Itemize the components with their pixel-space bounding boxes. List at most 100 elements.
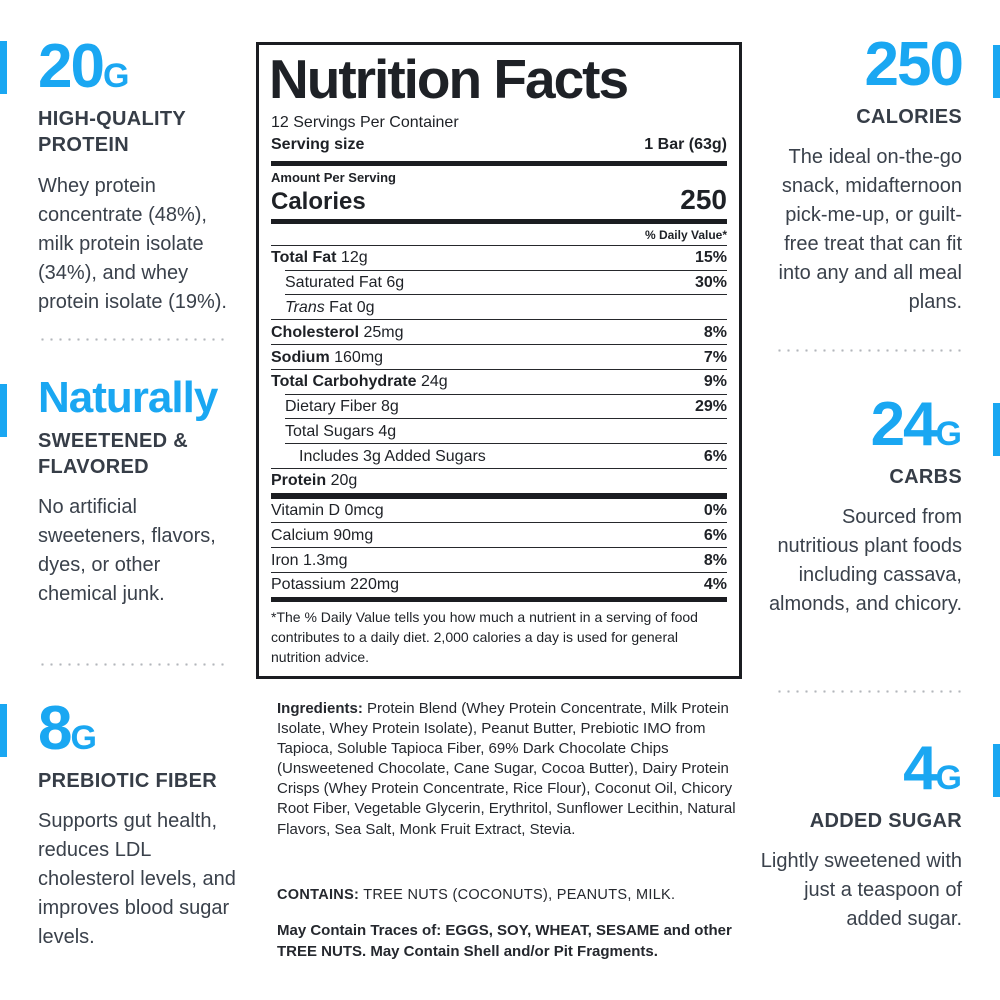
dotted-divider <box>38 663 225 666</box>
nutrient-name: Protein 20g <box>271 472 358 490</box>
callout-added-sugar: 4G ADDED SUGAR Lightly sweetened with ju… <box>758 738 962 934</box>
carbs-unit: G <box>935 415 962 453</box>
callout-carbs: 24G CARBS Sourced from nutritious plant … <box>758 394 962 619</box>
thick-rule <box>271 218 727 224</box>
nutrient-daily-value: 9% <box>703 373 727 391</box>
nutrient-name: Total Sugars 4g <box>285 422 397 440</box>
nutrient-name: Calcium 90mg <box>271 526 374 544</box>
nutrition-row: Total Carbohydrate 24g 9% <box>271 368 727 394</box>
contains-text: TREE NUTS (COCONUTS), PEANUTS, MILK. <box>359 886 676 903</box>
daily-value-footnote: *The % Daily Value tells you how much a … <box>271 608 698 666</box>
accent-bar-right-calories <box>993 45 1000 98</box>
nutrition-row: Total Fat 12g 15% <box>271 244 727 270</box>
nutrient-daily-value: 7% <box>703 348 727 366</box>
calories-number: 250 <box>864 30 964 99</box>
nutrient-name: Total Fat 12g <box>271 249 368 267</box>
ingredients-paragraph: Ingredients: Protein Blend (Whey Protein… <box>277 699 743 840</box>
nutrient-daily-value: 30% <box>694 274 727 292</box>
added-sugar-unit: G <box>935 759 962 797</box>
protein-grams: 20G <box>38 32 130 101</box>
nutrition-row: Dietary Fiber 8g 29% <box>285 393 727 419</box>
ingredients-lead: Ingredients: <box>277 700 363 717</box>
serving-size-row: Serving size 1 Bar (63g) <box>271 135 727 160</box>
nutrition-row: Total Sugars 4g <box>285 418 727 443</box>
naturally-word: Naturally <box>38 373 218 422</box>
amount-per-serving: Amount Per Serving <box>271 169 396 185</box>
callout-naturally: Naturally SWEETENED & FLAVORED No artifi… <box>38 374 240 609</box>
nutrition-facts-label: Nutrition Facts 12 Servings Per Containe… <box>256 42 742 679</box>
nutrient-name: Sodium 160mg <box>271 348 384 366</box>
accent-bar-right-carbs <box>993 403 1000 456</box>
thick-rule <box>271 160 727 166</box>
nutrition-row: Cholesterol 25mg 8% <box>271 319 727 344</box>
added-sugar-grams: 4G <box>903 734 962 803</box>
thick-rule <box>271 596 727 602</box>
nutrient-daily-value: 6% <box>703 526 727 544</box>
naturally-body: No artificial sweeteners, flavors, dyes,… <box>38 496 216 606</box>
nutrient-name: Iron 1.3mg <box>271 551 348 569</box>
calories-body: The ideal on-the-go snack, midafternoon … <box>778 146 962 314</box>
nutrient-name: Saturated Fat 6g <box>285 274 405 292</box>
accent-bar-left-naturally <box>0 384 7 437</box>
vitamin-rows: Vitamin D 0mcg 0% Calcium 90mg 6% Iron 1.3mg… <box>271 499 727 597</box>
nutrient-rows: Total Fat 12g 15% Saturated Fat 6g 30% Trans… <box>271 244 727 493</box>
calories-heading: CALORIES <box>856 106 962 128</box>
calories-row: Calories 250 <box>271 183 727 215</box>
servings-per-container: 12 Servings Per Container <box>271 114 459 132</box>
nutrient-name: Vitamin D 0mcg <box>271 502 384 520</box>
serving-size-value: 1 Bar (63g) <box>644 136 727 154</box>
callout-fiber: 8G PREBIOTIC FIBER Supports gut health, … <box>38 698 240 952</box>
nutrient-daily-value: 4% <box>703 576 727 594</box>
thick-rule <box>271 492 727 499</box>
nutrition-row: Trans Fat 0g <box>285 294 727 319</box>
callout-protein: 20G HIGH-QUALITY PROTEIN Whey protein co… <box>38 36 240 317</box>
added-sugar-body: Lightly sweetened with just a teaspoon o… <box>760 850 962 931</box>
nutrition-row: Potassium 220mg 4% <box>271 571 727 597</box>
nutrient-daily-value: 6% <box>703 447 727 465</box>
nutrient-daily-value: 15% <box>694 249 727 267</box>
nutrient-daily-value: 8% <box>703 551 727 569</box>
nutrient-daily-value: 0% <box>703 502 727 520</box>
nutrient-name: Dietary Fiber 8g <box>285 398 399 416</box>
accent-bar-left-protein <box>0 41 7 94</box>
dotted-divider <box>775 690 961 693</box>
label-title: Nutrition Facts <box>269 48 629 110</box>
nutrition-row: Sodium 160mg 7% <box>271 344 727 369</box>
naturally-heading: SWEETENED & FLAVORED <box>38 429 188 478</box>
fiber-heading: PREBIOTIC FIBER <box>38 770 217 792</box>
fiber-body: Supports gut health, reduces LDL cholest… <box>38 810 236 949</box>
nutrition-row: Includes 3g Added Sugars 6% <box>285 443 727 468</box>
carbs-heading: CARBS <box>889 466 962 488</box>
nutrition-row: Saturated Fat 6g 30% <box>285 269 727 295</box>
nutrition-row: Protein 20g <box>271 467 727 493</box>
callout-calories: 250 CALORIES The ideal on-the-go snack, … <box>758 30 964 317</box>
contains-statement: CONTAINS: TREE NUTS (COCONUTS), PEANUTS,… <box>277 887 743 903</box>
fiber-grams: 8G <box>38 694 97 763</box>
nutrient-name: Includes 3g Added Sugars <box>299 447 486 465</box>
daily-value-header: % Daily Value* <box>644 227 727 242</box>
calories-label: Calories <box>271 187 366 215</box>
nutrition-row: Iron 1.3mg 8% <box>271 547 727 572</box>
fiber-unit: G <box>70 719 97 757</box>
serving-size-label: Serving size <box>271 136 365 154</box>
nutrition-row: Vitamin D 0mcg 0% <box>271 499 727 523</box>
protein-body: Whey protein concentrate (48%), milk pro… <box>38 174 227 313</box>
calories-value: 250 <box>680 183 727 215</box>
nutrition-row: Calcium 90mg 6% <box>271 522 727 547</box>
protein-heading: HIGH-QUALITY PROTEIN <box>38 108 186 157</box>
accent-bar-left-fiber <box>0 704 7 757</box>
carbs-body: Sourced from nutritious plant foods incl… <box>768 506 962 616</box>
contains-lead: CONTAINS: <box>277 886 360 903</box>
nutrient-name: Cholesterol 25mg <box>271 323 404 341</box>
may-contain-statement: May Contain Traces of: EGGS, SOY, WHEAT,… <box>277 922 732 960</box>
dotted-divider <box>775 349 961 352</box>
accent-bar-right-sugar <box>993 744 1000 797</box>
dotted-divider <box>38 338 225 341</box>
nutrient-daily-value: 29% <box>694 398 727 416</box>
nutrient-daily-value: 8% <box>703 323 727 341</box>
nutrient-name: Trans Fat 0g <box>285 298 375 316</box>
added-sugar-heading: ADDED SUGAR <box>809 810 962 832</box>
ingredients-text: Protein Blend (Whey Protein Concentrate,… <box>277 700 736 838</box>
nutrient-name: Total Carbohydrate 24g <box>271 373 448 391</box>
